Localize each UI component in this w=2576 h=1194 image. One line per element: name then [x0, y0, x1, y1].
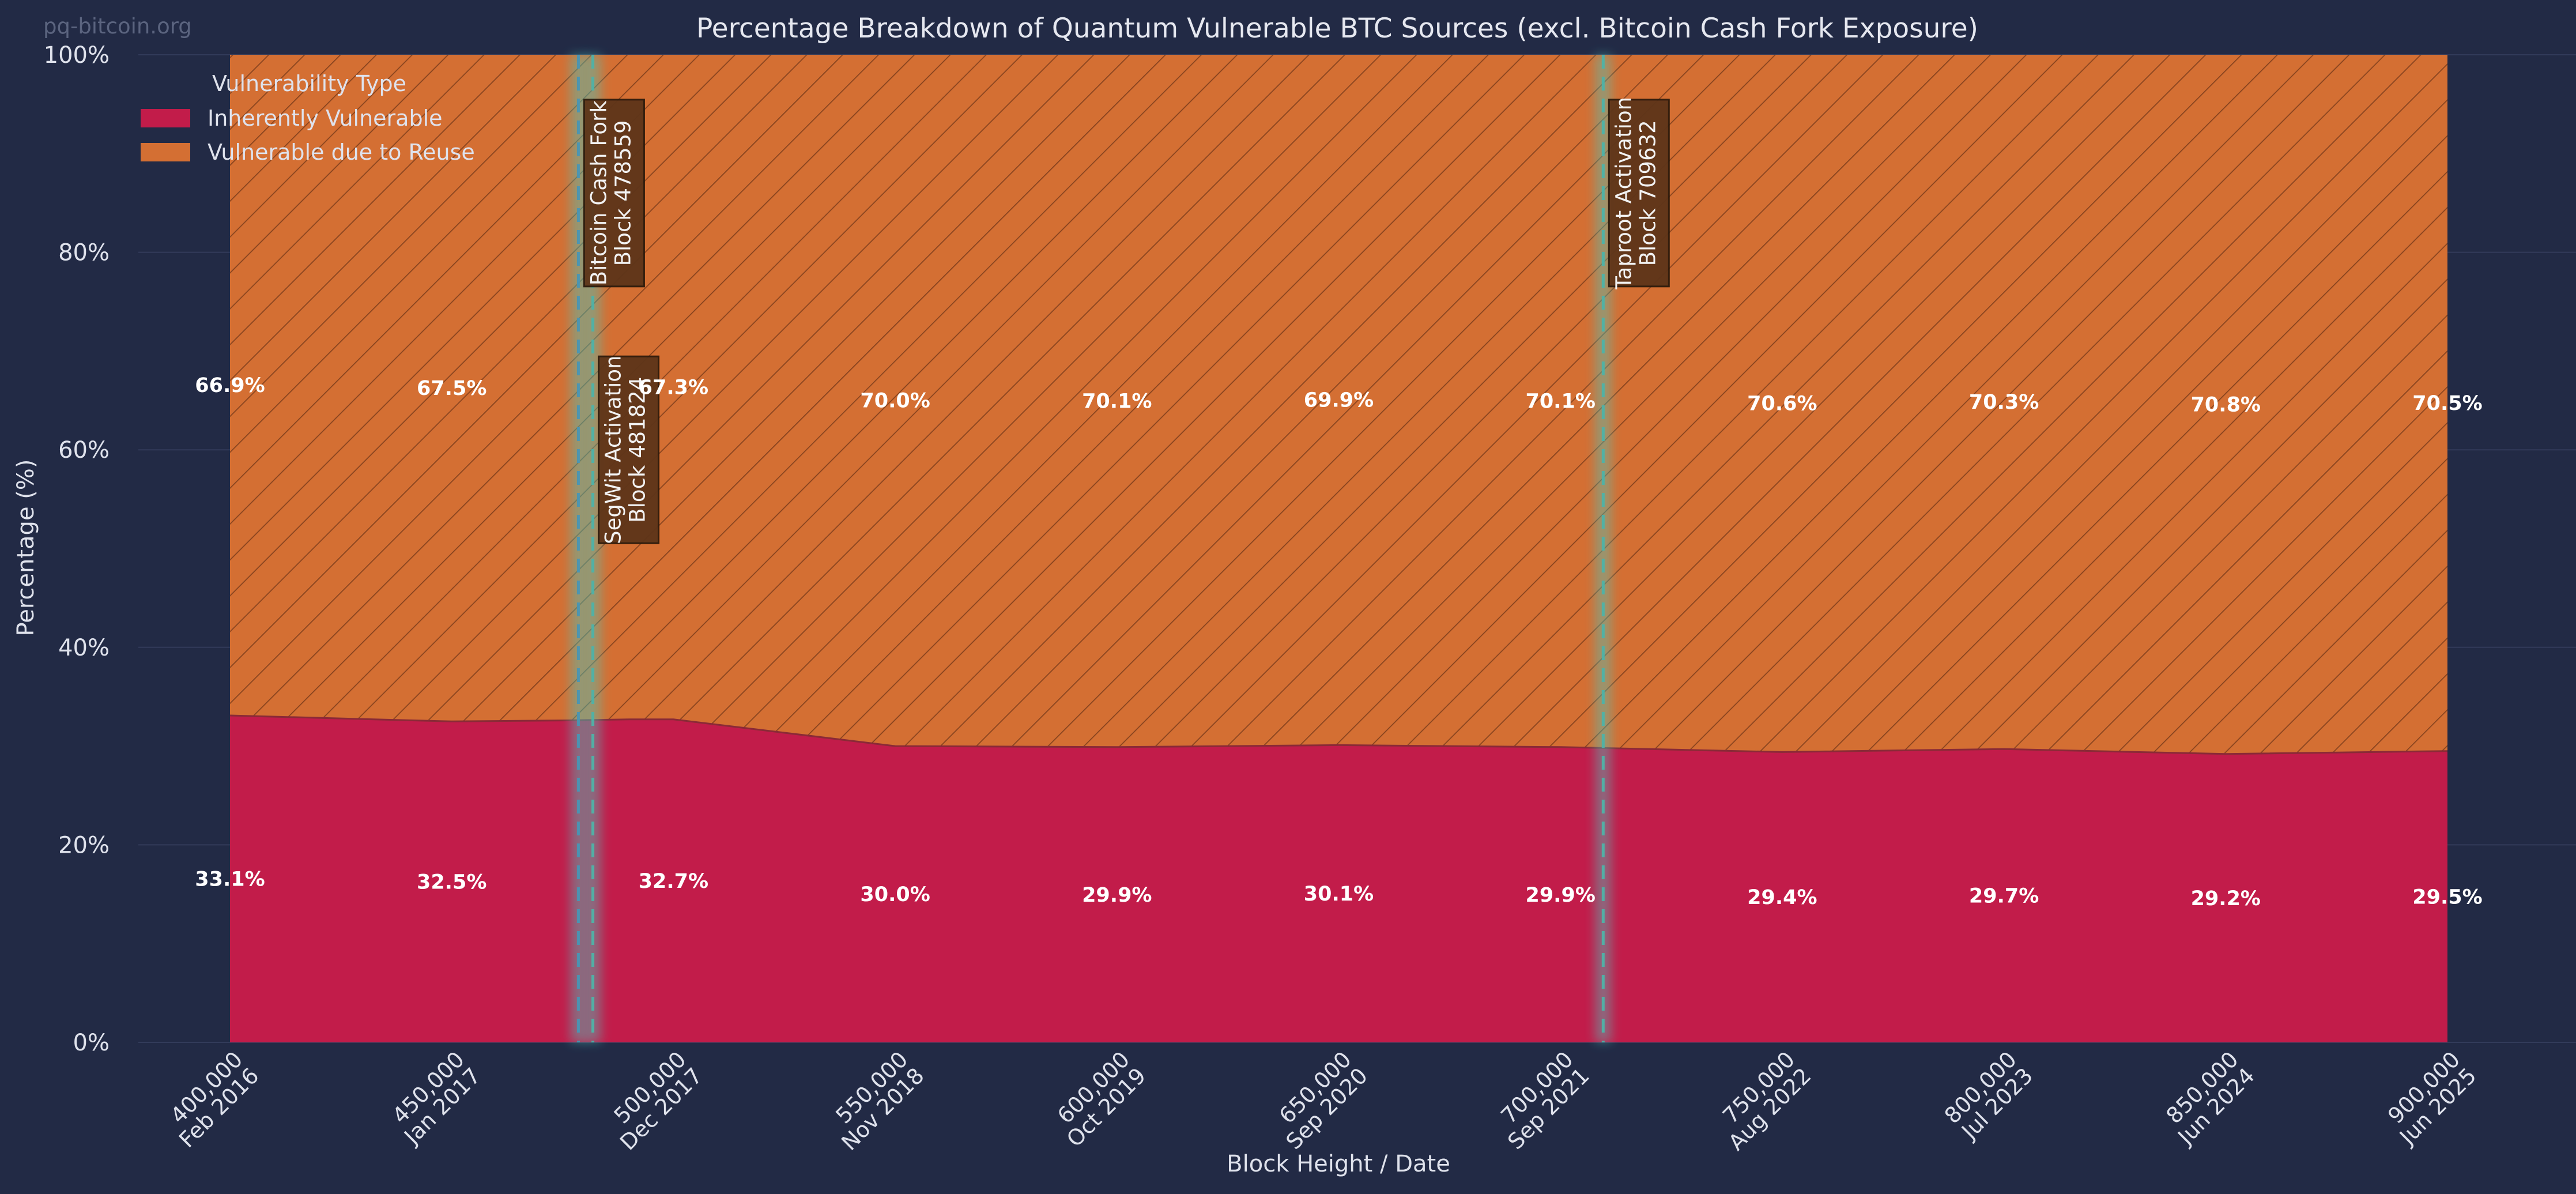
event-box-0 [583, 99, 645, 288]
data-label-inherent-10: 29.5% [2412, 886, 2482, 909]
data-label-inherent-2: 32.7% [639, 870, 708, 893]
data-label-inherent-3: 30.0% [860, 883, 930, 906]
area-reuse-hatch [230, 55, 2447, 754]
data-label-reuse-8: 70.3% [1969, 391, 2039, 414]
data-label-reuse-7: 70.6% [1747, 393, 1817, 416]
event-label-line2-0: Block 478559 [610, 120, 635, 266]
legend-title: Vulnerability Type [212, 71, 406, 96]
y-tick-label-2: 40% [58, 635, 110, 661]
data-label-reuse-2: 67.3% [639, 376, 708, 399]
event-label-line2-1: Block 481824 [625, 377, 650, 523]
area-boundary-line [229, 714, 2448, 755]
y-tick-label-4: 80% [58, 240, 110, 266]
stacked-areas [229, 55, 2448, 1042]
data-label-inherent-9: 29.2% [2191, 887, 2261, 910]
event-label-line1-1: SegWit Activation [601, 356, 626, 544]
chart-title: Percentage Breakdown of Quantum Vulnerab… [696, 13, 1978, 44]
watermark-text: pq-bitcoin.org [43, 14, 192, 39]
y-tick-label-1: 20% [58, 832, 110, 858]
data-label-reuse-6: 70.1% [1525, 390, 1595, 413]
data-label-reuse-5: 69.9% [1304, 389, 1374, 412]
data-label-reuse-10: 70.5% [2412, 392, 2482, 415]
y-tick-label-0: 0% [73, 1030, 110, 1056]
legend-label-reuse: Vulnerable due to Reuse [208, 140, 475, 165]
event-box-2 [1608, 99, 1670, 288]
data-label-inherent-5: 30.1% [1304, 883, 1374, 906]
data-label-reuse-1: 67.5% [417, 377, 486, 400]
data-label-inherent-4: 29.9% [1082, 884, 1152, 907]
data-label-reuse-0: 66.9% [195, 374, 265, 397]
y-tick-label-3: 60% [58, 437, 110, 464]
area-inherently-vulnerable [230, 715, 2447, 1042]
y-axis-title: Percentage (%) [13, 459, 39, 636]
data-label-reuse-4: 70.1% [1082, 390, 1152, 413]
legend-label-inherent: Inherently Vulnerable [208, 106, 443, 131]
legend-swatch-inherent [141, 109, 190, 127]
event-label-line1-2: Taproot Activation [1611, 97, 1636, 290]
event-box-1 [598, 355, 660, 544]
data-label-inherent-1: 32.5% [417, 871, 486, 894]
legend-swatch-reuse [141, 143, 190, 161]
data-label-inherent-7: 29.4% [1747, 886, 1817, 909]
y-tick-label-5: 100% [44, 42, 110, 69]
data-labels: 33.1% 66.9% 32.5% 67.5% 32.7% 67.3% 30.0% 70.0%… [195, 374, 2482, 910]
data-label-inherent-8: 29.7% [1969, 885, 2039, 908]
y-axis-ticks: 0% 20% 40% 60% 80% 100% [44, 42, 110, 1056]
data-label-inherent-6: 29.9% [1525, 884, 1595, 907]
data-label-reuse-9: 70.8% [2191, 393, 2261, 416]
x-axis-title: Block Height / Date [1227, 1151, 1450, 1177]
data-label-reuse-3: 70.0% [860, 390, 930, 413]
event-label-line1-0: Bitcoin Cash Fork [586, 100, 611, 285]
event-lines: Bitcoin Cash Fork Block 478559 SegWit Acti… [570, 55, 1670, 1042]
event-label-line2-2: Block 709632 [1635, 120, 1660, 266]
legend: Vulnerability Type Inherently Vulnerable… [141, 71, 475, 165]
data-label-inherent-0: 33.1% [195, 868, 265, 891]
